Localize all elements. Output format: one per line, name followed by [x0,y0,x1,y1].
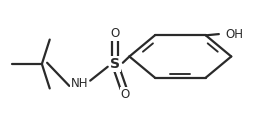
Text: S: S [110,57,120,71]
Text: O: O [110,27,120,40]
Text: OH: OH [225,28,243,41]
Text: O: O [121,88,130,101]
Text: NH: NH [71,77,88,90]
